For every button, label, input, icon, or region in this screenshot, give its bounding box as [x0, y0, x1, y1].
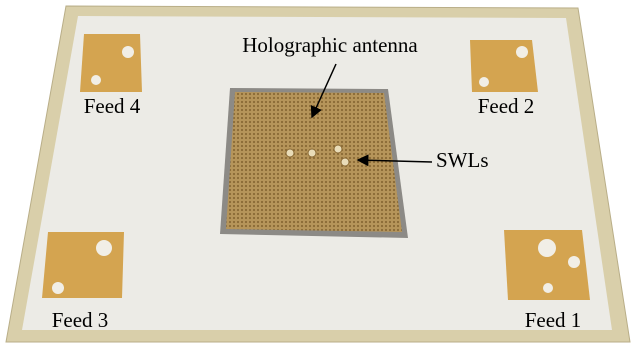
photo: Holographic antenna SWLs Feed 4 Feed 2 F…	[0, 0, 641, 354]
feed4-label: Feed 4	[84, 94, 141, 118]
swls-label: SWLs	[436, 148, 489, 172]
feed1-label: Feed 1	[525, 308, 582, 332]
antenna-label: Holographic antenna	[242, 33, 418, 57]
feed2-label: Feed 2	[478, 94, 535, 118]
feed3-label: Feed 3	[52, 308, 109, 332]
